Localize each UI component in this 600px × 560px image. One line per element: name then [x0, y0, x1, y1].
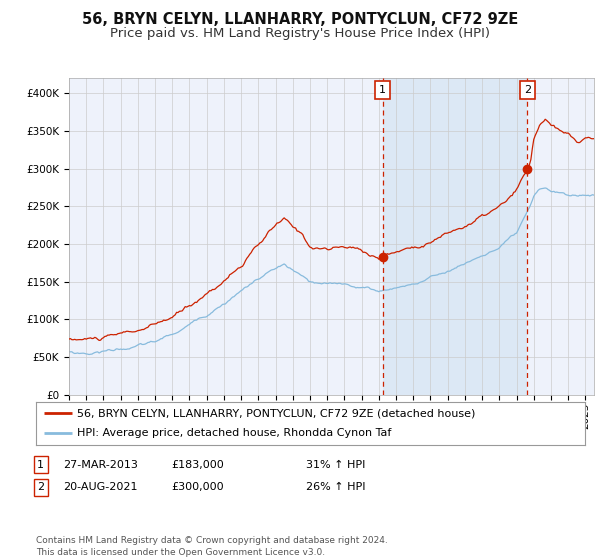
Text: Price paid vs. HM Land Registry's House Price Index (HPI): Price paid vs. HM Land Registry's House … — [110, 27, 490, 40]
Text: £183,000: £183,000 — [171, 460, 224, 470]
Text: 20-AUG-2021: 20-AUG-2021 — [63, 482, 137, 492]
Text: Contains HM Land Registry data © Crown copyright and database right 2024.
This d: Contains HM Land Registry data © Crown c… — [36, 536, 388, 557]
Text: 56, BRYN CELYN, LLANHARRY, PONTYCLUN, CF72 9ZE (detached house): 56, BRYN CELYN, LLANHARRY, PONTYCLUN, CF… — [77, 408, 476, 418]
Text: £300,000: £300,000 — [171, 482, 224, 492]
Bar — [383, 78, 527, 395]
Text: 2: 2 — [37, 482, 44, 492]
Text: 27-MAR-2013: 27-MAR-2013 — [63, 460, 138, 470]
Text: 1: 1 — [379, 85, 386, 95]
Text: 31% ↑ HPI: 31% ↑ HPI — [306, 460, 365, 470]
Text: HPI: Average price, detached house, Rhondda Cynon Taf: HPI: Average price, detached house, Rhon… — [77, 428, 392, 438]
Text: 56, BRYN CELYN, LLANHARRY, PONTYCLUN, CF72 9ZE: 56, BRYN CELYN, LLANHARRY, PONTYCLUN, CF… — [82, 12, 518, 27]
Text: 1: 1 — [37, 460, 44, 470]
Text: 2: 2 — [524, 85, 531, 95]
Text: 26% ↑ HPI: 26% ↑ HPI — [306, 482, 365, 492]
